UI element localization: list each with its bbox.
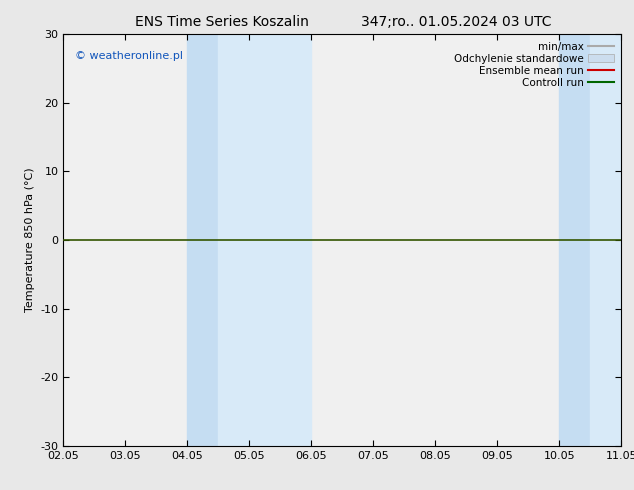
Text: ENS Time Series Koszalin: ENS Time Series Koszalin [135, 15, 309, 29]
Text: 347;ro.. 01.05.2024 03 UTC: 347;ro.. 01.05.2024 03 UTC [361, 15, 552, 29]
Text: © weatheronline.pl: © weatheronline.pl [75, 51, 183, 61]
Bar [559, 34, 590, 446]
Bar [590, 34, 634, 446]
Bar [218, 34, 311, 446]
Legend: min/max, Odchylenie standardowe, Ensemble mean run, Controll run: min/max, Odchylenie standardowe, Ensembl… [452, 40, 616, 90]
Y-axis label: Temperature 850 hPa (°C): Temperature 850 hPa (°C) [25, 168, 35, 313]
Bar [188, 34, 218, 446]
